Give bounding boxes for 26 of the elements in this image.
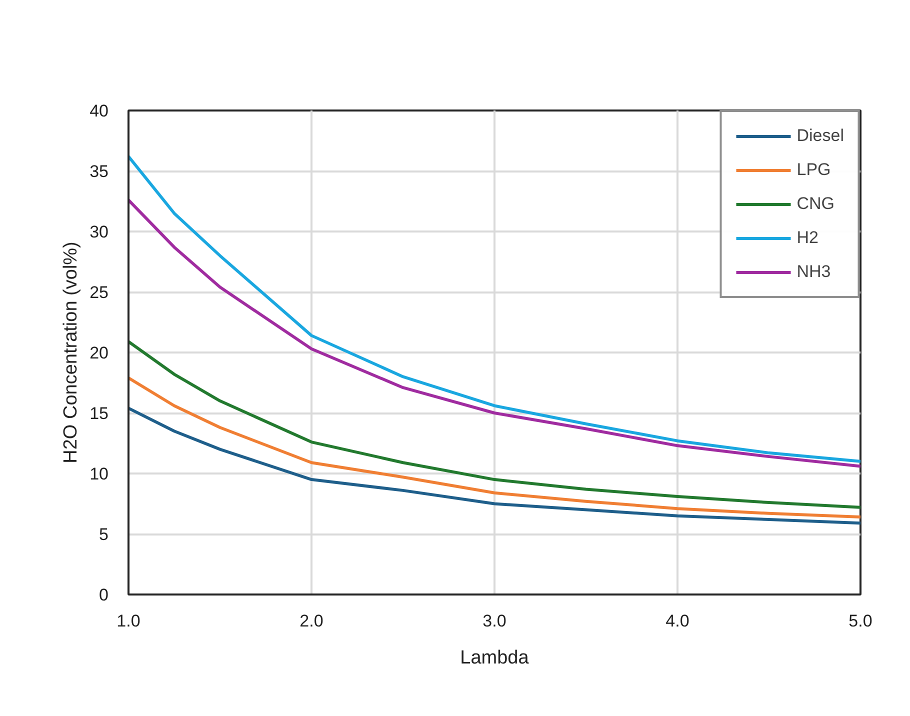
line-series (128, 406, 860, 525)
y-tick-label: 40 (90, 102, 109, 120)
legend-label: Diesel (796, 126, 844, 146)
legend-label: CNG (796, 194, 835, 214)
y-tick-label: 30 (90, 222, 109, 242)
y-tick-label: 25 (90, 283, 109, 302)
y-tick-label: 35 (90, 162, 109, 181)
line-series (128, 376, 860, 519)
x-tick-label: 2.0 (300, 612, 324, 630)
line-series (128, 154, 860, 463)
legend-label: H2 (796, 228, 818, 248)
legend-label: NH3 (796, 262, 831, 282)
y-tick-label: 10 (90, 464, 109, 484)
legend-label: LPG (796, 160, 831, 180)
y-tick-label: 0 (99, 586, 109, 604)
y-tick-label: 5 (99, 525, 109, 544)
x-tick-label: 4.0 (666, 612, 690, 630)
line-series (128, 198, 860, 468)
x-tick-label: 5.0 (848, 612, 872, 630)
y-axis-title: H2O Concentration (vol%) (60, 242, 82, 464)
y-tick-label: 20 (90, 344, 109, 362)
y-tick-label: 15 (90, 404, 109, 423)
x-tick-label: 3.0 (482, 612, 506, 630)
line-series (128, 340, 860, 509)
x-axis-title: Lambda (460, 648, 530, 668)
x-tick-label: 1.0 (116, 612, 140, 630)
